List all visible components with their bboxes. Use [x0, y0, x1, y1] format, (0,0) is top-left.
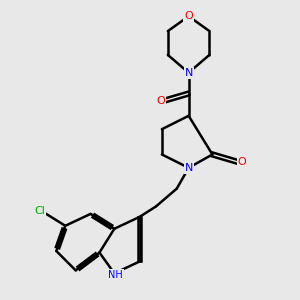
Text: O: O [184, 11, 193, 21]
Text: O: O [156, 96, 165, 106]
Text: NH: NH [108, 270, 123, 280]
Text: O: O [238, 157, 247, 167]
Text: Cl: Cl [34, 206, 46, 216]
Text: N: N [184, 163, 193, 173]
Text: N: N [184, 68, 193, 78]
